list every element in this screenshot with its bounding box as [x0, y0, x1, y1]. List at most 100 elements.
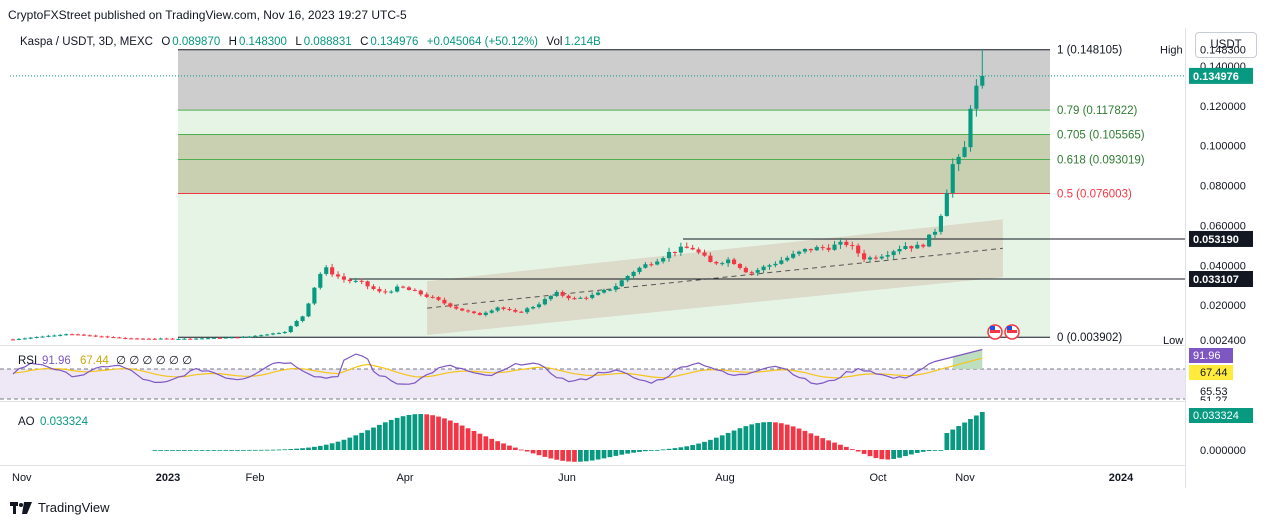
ao-bar: [932, 450, 938, 451]
candle-body: [111, 336, 116, 338]
time-tick-label: Nov: [955, 472, 975, 484]
ao-bar: [778, 423, 784, 450]
candle-body: [974, 85, 979, 109]
candle-body: [347, 279, 352, 282]
ao-bar: [187, 449, 193, 451]
ao-bar: [660, 449, 666, 451]
rsi-title: RSI: [18, 355, 37, 367]
candle-body: [832, 244, 837, 250]
ao-bar: [382, 422, 388, 450]
candle-body: [418, 290, 423, 295]
fib-zone-top: [178, 49, 1050, 111]
ao-bar: [323, 444, 329, 450]
candle-body: [265, 334, 270, 336]
ao-bar: [755, 423, 761, 450]
candle-body: [454, 306, 459, 309]
candle-body: [341, 276, 347, 280]
ao-bar: [430, 415, 435, 450]
candle-body: [513, 309, 518, 312]
candle-body: [477, 313, 482, 315]
candle-body: [554, 292, 559, 296]
candle-body: [655, 261, 660, 265]
ao-bar: [536, 450, 542, 456]
rsi-placeholders: ∅ ∅ ∅ ∅ ∅ ∅: [116, 355, 192, 367]
candle-body: [223, 337, 228, 339]
ao-bar: [583, 450, 589, 462]
ao-bar: [412, 414, 418, 450]
event-flags[interactable]: [987, 324, 1020, 340]
ao-bar: [903, 450, 908, 457]
candle-body: [702, 252, 707, 256]
candle-body: [176, 338, 181, 340]
candle-body: [950, 164, 955, 193]
change-value: +0.045064 (+50.12%): [426, 36, 539, 48]
candle-body: [956, 156, 961, 165]
ao-bar: [477, 433, 483, 450]
candle-body: [442, 299, 447, 304]
rsi-pane[interactable]: RSI 91.96 67.44 ∅ ∅ ∅ ∅ ∅ ∅ 91.96 67.44 …: [0, 348, 1233, 407]
ao-bar: [625, 450, 631, 454]
fib-label: 1 (0.148105): [1057, 45, 1122, 57]
symbol-name[interactable]: Kaspa / USDT, 3D, MEXC: [20, 36, 153, 48]
time-tick-label: Aug: [715, 472, 735, 484]
candle-body: [16, 338, 21, 340]
candle-body: [726, 259, 731, 264]
candle-body: [276, 333, 282, 335]
time-tick-label: Oct: [869, 472, 886, 484]
candle-body: [188, 338, 193, 340]
ao-bar: [968, 419, 973, 450]
candle-body: [525, 308, 530, 313]
candle-body: [625, 276, 630, 281]
ao-bar: [247, 449, 252, 451]
rsi-partial-label: 51.27: [1200, 395, 1228, 407]
candle-body: [927, 234, 932, 247]
candle-body: [318, 273, 323, 288]
high-value: 0.148300: [238, 36, 287, 48]
ao-bar: [282, 449, 288, 451]
axis-settings-button[interactable]: [1187, 470, 1257, 488]
candle-body: [684, 246, 689, 248]
ao-bar: [979, 412, 985, 450]
ao-histogram: [152, 412, 985, 462]
ao-zero-label: 0.000000: [1200, 445, 1246, 457]
ao-bar: [158, 449, 164, 451]
ao-pane[interactable]: AO 0.033324 0.033324 0.000000: [18, 408, 1253, 462]
candle-body: [448, 303, 453, 307]
ao-bar: [241, 449, 246, 451]
candle-body: [607, 289, 612, 291]
currency-button[interactable]: USDT: [1195, 32, 1257, 58]
price-axis[interactable]: 0.1400000.1200000.1000000.0800000.060000…: [1160, 44, 1253, 347]
candle-body: [755, 270, 760, 273]
candle-body: [330, 267, 335, 275]
price-pane[interactable]: 1 (0.148105) 0.79 (0.117822) 0.705 (0.1055…: [10, 44, 1253, 347]
tradingview-logo-icon: [10, 501, 32, 514]
ao-bar: [264, 449, 270, 451]
candle-body: [164, 338, 169, 340]
candle-body: [897, 248, 902, 252]
us-flag-icon-canton: [990, 326, 995, 330]
candle-body: [471, 311, 477, 314]
ao-bar: [560, 450, 566, 461]
level-a-label: 0.053190: [1193, 234, 1239, 246]
candle-body: [10, 339, 16, 341]
candle-body: [850, 245, 855, 247]
chart-canvas[interactable]: 1 (0.148105) 0.79 (0.117822) 0.705 (0.1055…: [0, 0, 1273, 500]
candle-body: [58, 334, 63, 336]
open-value: 0.089870: [172, 36, 221, 48]
ao-bar: [447, 420, 453, 450]
ao-bar: [962, 422, 967, 450]
ao-bar: [814, 435, 820, 450]
open-label: O: [161, 36, 171, 48]
ao-bar: [371, 427, 376, 450]
ao-bar: [329, 443, 335, 450]
ao-bar: [199, 449, 205, 451]
price-tick-label: 0.120000: [1200, 101, 1246, 113]
candle-body: [22, 338, 27, 340]
candle-body: [64, 334, 69, 336]
ao-bar: [359, 432, 365, 450]
ao-bar: [761, 422, 766, 450]
ao-bar: [684, 446, 690, 450]
time-axis[interactable]: Nov 2023 Feb Apr Jun Aug Oct Nov 2024: [12, 472, 1134, 484]
ao-bar: [406, 414, 412, 450]
ao-bar: [270, 449, 276, 451]
